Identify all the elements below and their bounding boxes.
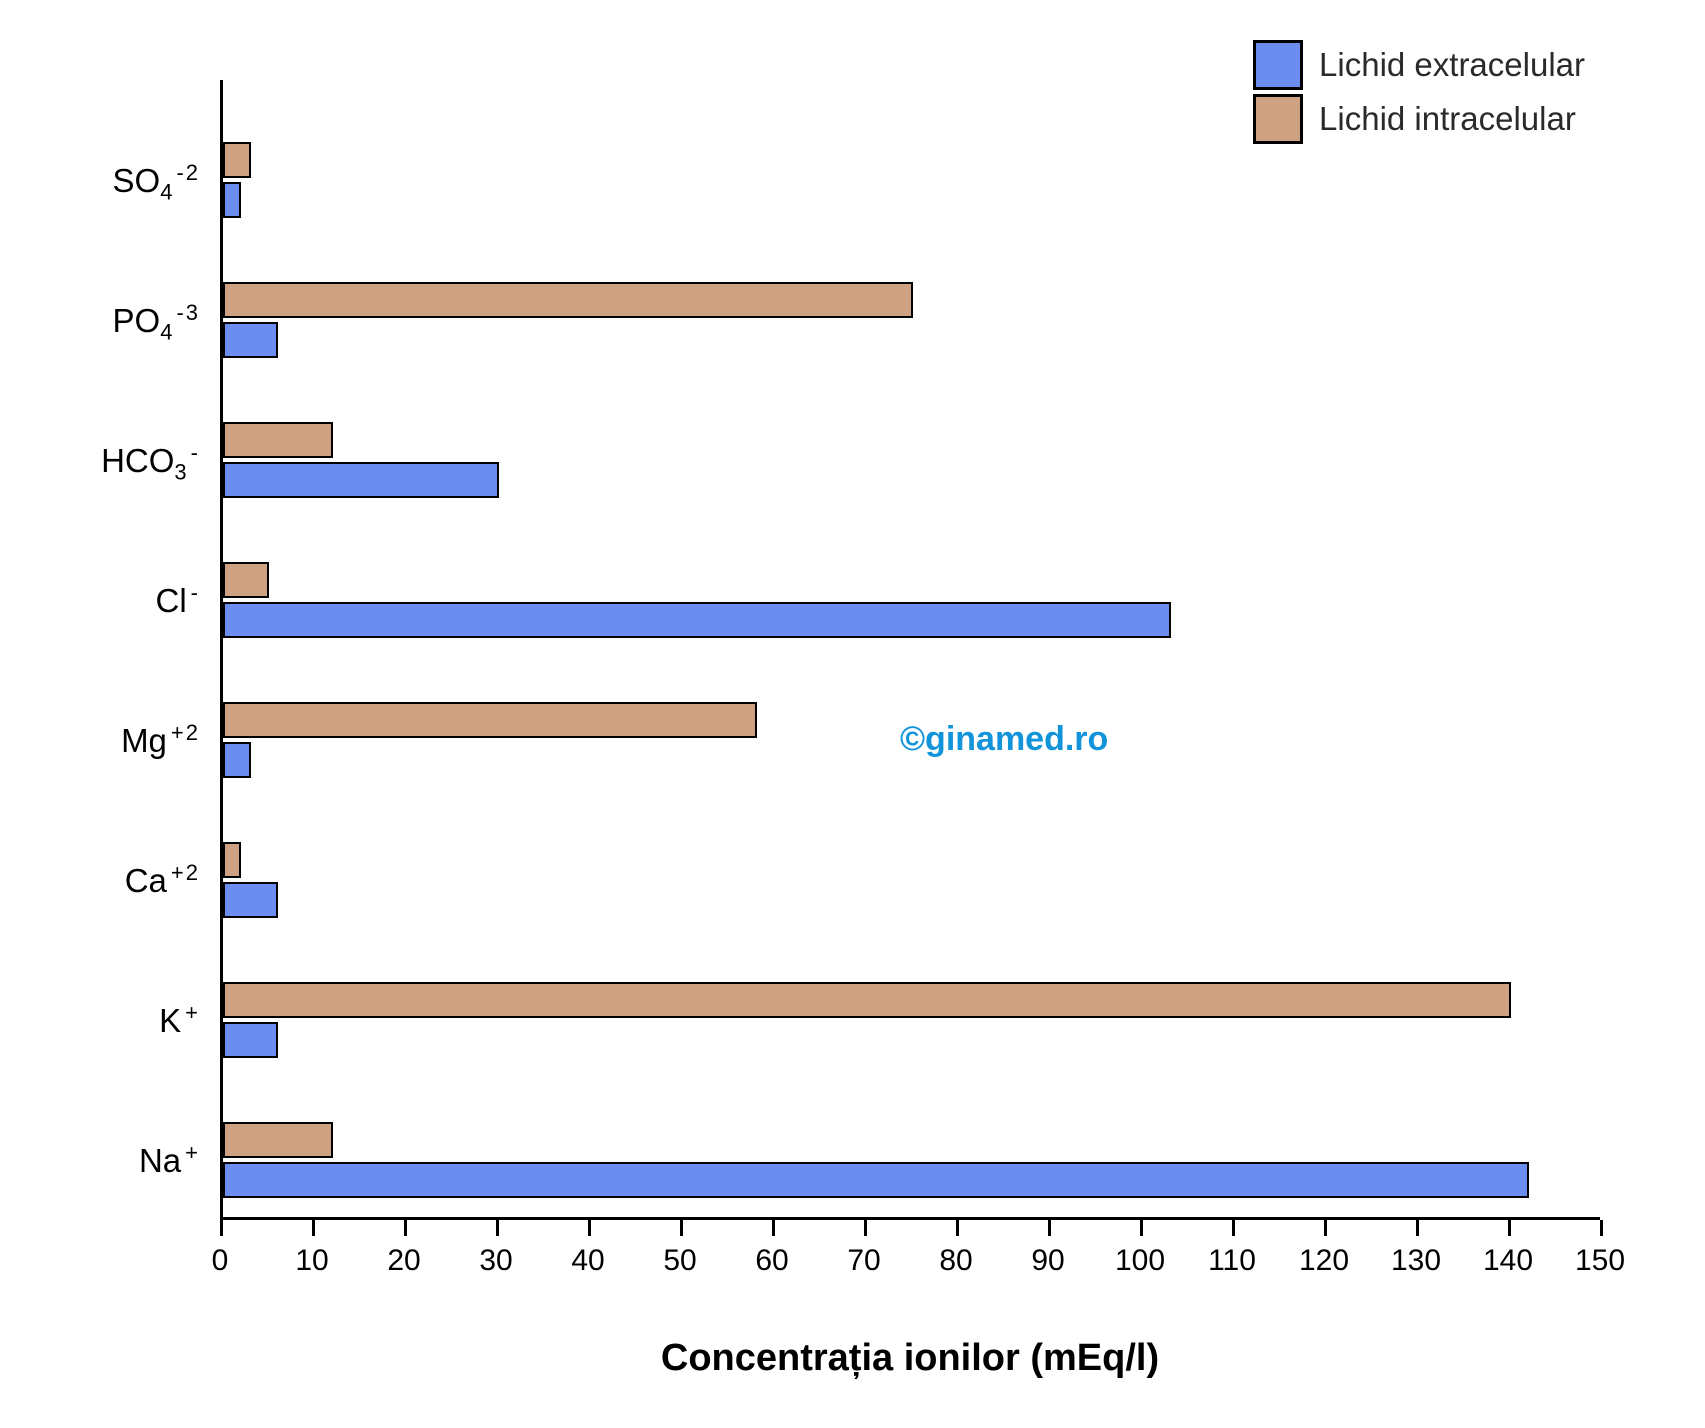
bar-intracelular-HCO3: [223, 422, 333, 458]
x-tick: [680, 1220, 683, 1236]
x-tick: [864, 1220, 867, 1236]
x-tick-label: 40: [571, 1244, 604, 1278]
x-tick: [496, 1220, 499, 1236]
x-tick-label: 60: [755, 1244, 788, 1278]
x-tick: [312, 1220, 315, 1236]
y-category-label-Na: Na+: [139, 1140, 200, 1180]
x-tick-label: 80: [939, 1244, 972, 1278]
x-tick: [1232, 1220, 1235, 1236]
bar-extracelular-HCO3: [223, 462, 499, 498]
y-category-label-K: K+: [159, 1000, 200, 1040]
x-axis-label: Concentrația ionilor (mEq/l): [661, 1337, 1159, 1380]
x-tick-label: 90: [1031, 1244, 1064, 1278]
bar-intracelular-K: [223, 982, 1511, 1018]
x-tick-label: 0: [212, 1244, 229, 1278]
x-tick-label: 30: [479, 1244, 512, 1278]
x-tick: [1600, 1220, 1603, 1236]
bar-intracelular-Mg: [223, 702, 757, 738]
y-category-label-Ca: Ca+2: [125, 860, 200, 900]
plot-area: ©ginamed.ro Concentrația ionilor (mEq/l)…: [220, 80, 1600, 1220]
x-tick-label: 120: [1299, 1244, 1349, 1278]
x-tick-label: 110: [1208, 1244, 1256, 1278]
bar-extracelular-Ca: [223, 882, 278, 918]
bar-extracelular-Mg: [223, 742, 251, 778]
x-axis-line: [220, 1217, 1600, 1220]
y-category-label-PO4: PO4-3: [113, 300, 201, 346]
bar-extracelular-Cl: [223, 602, 1171, 638]
x-tick: [1508, 1220, 1511, 1236]
y-category-label-SO4: SO4-2: [113, 160, 201, 206]
y-category-label-Cl: Cl-: [156, 580, 201, 620]
bar-intracelular-Na: [223, 1122, 333, 1158]
x-tick-label: 50: [663, 1244, 696, 1278]
chart-container: Lichid extracelular Lichid intracelular …: [0, 0, 1705, 1428]
x-tick: [772, 1220, 775, 1236]
bar-intracelular-PO4: [223, 282, 913, 318]
bar-extracelular-K: [223, 1022, 278, 1058]
bar-extracelular-Na: [223, 1162, 1529, 1198]
legend-label-extracelular: Lichid extracelular: [1319, 46, 1585, 84]
bar-extracelular-SO4: [223, 182, 241, 218]
x-tick-label: 130: [1391, 1244, 1441, 1278]
x-tick: [1140, 1220, 1143, 1236]
x-tick: [1324, 1220, 1327, 1236]
x-tick-label: 100: [1115, 1244, 1165, 1278]
bar-extracelular-PO4: [223, 322, 278, 358]
bar-intracelular-SO4: [223, 142, 251, 178]
x-tick: [956, 1220, 959, 1236]
x-tick: [1048, 1220, 1051, 1236]
x-tick-label: 20: [387, 1244, 420, 1278]
y-category-label-Mg: Mg+2: [121, 720, 200, 760]
watermark-text: ©ginamed.ro: [900, 720, 1108, 759]
x-tick-label: 70: [847, 1244, 880, 1278]
x-tick: [1416, 1220, 1419, 1236]
y-category-label-HCO3: HCO3-: [101, 440, 200, 486]
bar-intracelular-Cl: [223, 562, 269, 598]
x-tick: [404, 1220, 407, 1236]
x-tick-label: 10: [295, 1244, 328, 1278]
x-tick: [588, 1220, 591, 1236]
x-tick-label: 140: [1483, 1244, 1533, 1278]
bar-intracelular-Ca: [223, 842, 241, 878]
x-tick: [220, 1220, 223, 1236]
x-tick-label: 150: [1575, 1244, 1625, 1278]
